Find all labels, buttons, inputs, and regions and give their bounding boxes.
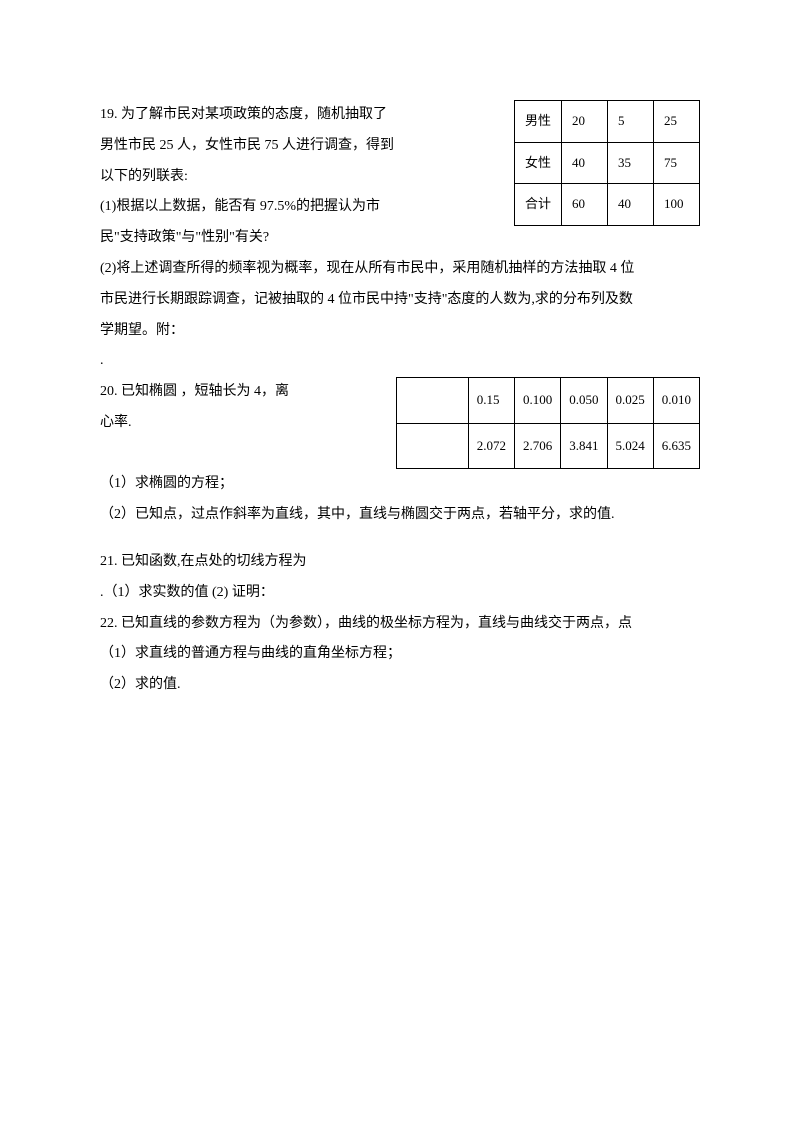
- table-row: 女性 40 35 75: [514, 142, 699, 184]
- q20-part1: （1）求椭圆的方程；: [100, 469, 700, 500]
- cell: 3.841: [561, 423, 607, 469]
- cell: 0.100: [515, 378, 561, 424]
- q22-line3: （2）求的值.: [100, 670, 700, 701]
- q22-line2: （1）求直线的普通方程与曲线的直角坐标方程；: [100, 639, 700, 670]
- critical-value-table: 0.15 0.100 0.050 0.025 0.010 2.072 2.706…: [396, 377, 700, 469]
- table-row: 男性 20 5 25: [514, 101, 699, 143]
- cell: 合计: [514, 184, 561, 226]
- q21-line1: 21. 已知函数,在点处的切线方程为: [100, 547, 700, 578]
- cell: 40: [562, 142, 608, 184]
- q19-line5: 民"支持政策"与"性别"有关?: [100, 223, 700, 254]
- cell: [396, 378, 468, 424]
- contingency-table: 男性 20 5 25 女性 40 35 75 合计 60 40 100: [514, 100, 700, 226]
- dot-line: .: [100, 346, 700, 377]
- cell: 0.010: [653, 378, 699, 424]
- q21-line2: .（1）求实数的值 (2) 证明：: [100, 578, 700, 609]
- cell: 5.024: [607, 423, 653, 469]
- cell: 40: [608, 184, 654, 226]
- cell: 20: [562, 101, 608, 143]
- q22-line1: 22. 已知直线的参数方程为（为参数），曲线的极坐标方程为，直线与曲线交于两点，…: [100, 609, 700, 640]
- cell: 60: [562, 184, 608, 226]
- cell: 6.635: [653, 423, 699, 469]
- cell: 75: [654, 142, 700, 184]
- cell: 5: [608, 101, 654, 143]
- cell: 女性: [514, 142, 561, 184]
- table-row: 0.15 0.100 0.050 0.025 0.010: [396, 378, 699, 424]
- cell: 100: [654, 184, 700, 226]
- cell: 2.072: [468, 423, 514, 469]
- q19-line6: (2)将上述调查所得的频率视为概率，现在从所有市民中，采用随机抽样的方法抽取 4…: [100, 254, 700, 285]
- q19-line7: 市民进行长期跟踪调查，记被抽取的 4 位市民中持"支持"态度的人数为,求的分布列…: [100, 285, 700, 316]
- cell: 0.15: [468, 378, 514, 424]
- table-row: 2.072 2.706 3.841 5.024 6.635: [396, 423, 699, 469]
- cell: [396, 423, 468, 469]
- cell: 0.050: [561, 378, 607, 424]
- cell: 35: [608, 142, 654, 184]
- q19-line8: 学期望。附：: [100, 316, 700, 347]
- cell: 男性: [514, 101, 561, 143]
- cell: 0.025: [607, 378, 653, 424]
- cell: 2.706: [515, 423, 561, 469]
- table-row: 合计 60 40 100: [514, 184, 699, 226]
- q20-part2: （2）已知点，过点作斜率为直线，其中，直线与椭圆交于两点，若轴平分，求的值.: [100, 500, 700, 531]
- cell: 25: [654, 101, 700, 143]
